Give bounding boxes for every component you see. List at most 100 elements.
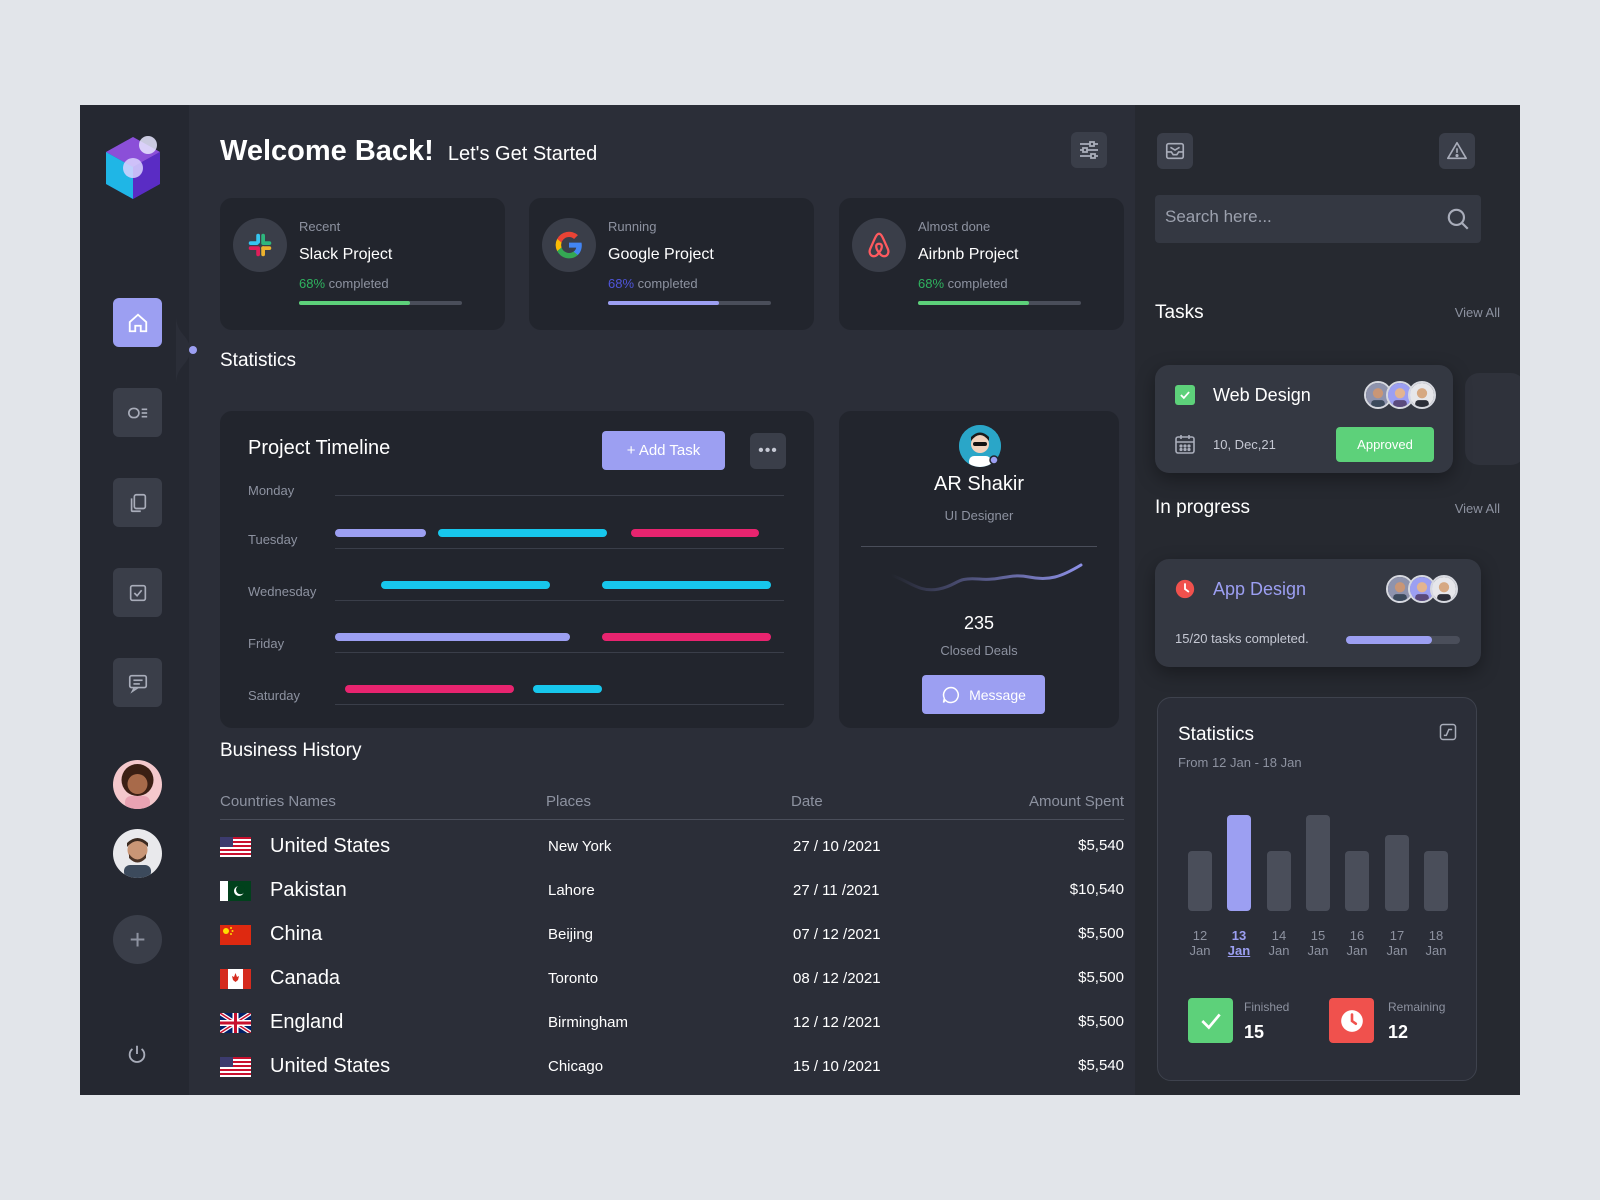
statistics-bar[interactable]: [1385, 835, 1409, 911]
project-timeline-card: Project Timeline + Add Task ••• Monday T…: [220, 411, 814, 728]
timeline-gridline: [335, 704, 784, 705]
statistics-bar-label: 18 Jan: [1416, 928, 1456, 958]
column-header-date[interactable]: Date: [791, 793, 823, 810]
nav-documents-button[interactable]: [113, 478, 162, 527]
assignee-avatar[interactable]: [1386, 381, 1414, 409]
timeline-bar[interactable]: [335, 529, 426, 537]
task-card-next[interactable]: [1465, 373, 1520, 465]
nav-tasks-button[interactable]: [113, 568, 162, 617]
in-progress-name: App Design: [1213, 579, 1307, 599]
project-card-google[interactable]: Running Google Project 68% completed: [529, 198, 814, 330]
logo-icon: [106, 136, 160, 199]
column-header-amount[interactable]: Amount Spent: [1028, 793, 1124, 810]
table-header-divider: [220, 819, 1124, 820]
project-name: Slack Project: [299, 246, 393, 263]
timeline-bar[interactable]: [381, 581, 550, 589]
inbox-button[interactable]: [1157, 133, 1193, 169]
date-value: 15 / 10 /2021: [793, 1058, 881, 1075]
progress-fill: [918, 301, 1029, 305]
country-name: United States: [270, 1055, 391, 1077]
place-name: Toronto: [548, 970, 599, 987]
statistics-bar[interactable]: [1267, 851, 1291, 911]
remaining-value: 12: [1388, 1022, 1409, 1042]
table-row[interactable]: China Beijing 07 / 12 /2021 $5,500: [220, 920, 1124, 950]
avatar-woman-icon: [113, 760, 162, 809]
table-row[interactable]: Pakistan Lahore 27 / 11 /2021 $10,540: [220, 876, 1124, 906]
message-button[interactable]: Message: [922, 675, 1045, 714]
timeline-bar[interactable]: [533, 685, 602, 693]
statistics-bar[interactable]: [1306, 815, 1330, 911]
timeline-bar[interactable]: [438, 529, 607, 537]
user-avatar-1[interactable]: [113, 760, 162, 809]
in-progress-card[interactable]: App Design 15/20 tasks completed.: [1155, 559, 1481, 667]
timeline-bar[interactable]: [335, 633, 570, 641]
search-icon[interactable]: [1445, 206, 1471, 232]
filter-button[interactable]: [1071, 132, 1107, 168]
user-avatar-2[interactable]: [113, 829, 162, 878]
tasks-view-all-link[interactable]: View All: [1454, 305, 1500, 320]
table-row[interactable]: Canada Toronto 08 / 12 /2021 $5,500: [220, 964, 1124, 994]
search-input[interactable]: [1165, 207, 1435, 227]
nav-projects-button[interactable]: [113, 388, 162, 437]
business-history-title: Business History: [220, 740, 362, 761]
table-row[interactable]: England Birmingham 12 / 12 /2021 $5,500: [220, 1008, 1124, 1038]
project-progress-bar: [608, 301, 771, 305]
timeline-bar[interactable]: [631, 529, 759, 537]
amount-value: $5,540: [1078, 1057, 1124, 1074]
approved-badge[interactable]: Approved: [1336, 427, 1434, 462]
task-checkbox[interactable]: [1175, 385, 1195, 405]
project-card-airbnb[interactable]: Almost done Airbnb Project 68% completed: [839, 198, 1124, 330]
progress-fill: [608, 301, 719, 305]
assignee-avatar[interactable]: [1408, 381, 1436, 409]
add-task-button[interactable]: + Add Task: [602, 431, 725, 470]
progress-percent: 68%: [608, 276, 635, 291]
airbnb-icon: [852, 218, 906, 272]
date-value: 08 / 12 /2021: [793, 970, 881, 987]
statistics-bar[interactable]: [1188, 851, 1212, 911]
gb-flag-icon: [220, 1013, 251, 1033]
checkmark-icon: [1200, 1013, 1221, 1030]
more-options-button[interactable]: •••: [750, 433, 786, 469]
timeline-gridline: [335, 600, 784, 601]
timeline-bar[interactable]: [602, 633, 771, 641]
active-indicator: [176, 315, 197, 385]
dashboard-app: + Welcome Back! Let's Get Started Recent: [80, 105, 1520, 1095]
power-icon[interactable]: [126, 1043, 148, 1065]
in-progress-view-all-link[interactable]: View All: [1454, 501, 1500, 516]
sparkline-chart: [889, 563, 1083, 592]
place-name: Chicago: [548, 1058, 604, 1075]
alerts-button[interactable]: [1439, 133, 1475, 169]
statistics-bar[interactable]: [1345, 851, 1369, 911]
bar-label-day: 13: [1231, 928, 1247, 943]
project-progress-text: 68% completed: [918, 276, 1008, 291]
timeline-gridline: [335, 495, 784, 496]
bar-label-month: Jan: [1227, 943, 1251, 958]
table-row[interactable]: United States Chicago 15 / 10 /2021 $5,5…: [220, 1052, 1124, 1082]
table-row[interactable]: United States New York 27 / 10 /2021 $5,…: [220, 832, 1124, 862]
timeline-gridline: [335, 652, 784, 653]
in-progress-fill: [1346, 636, 1432, 644]
timeline-bar[interactable]: [345, 685, 514, 693]
task-card[interactable]: Web Design 10, Dec,21 Approved: [1155, 365, 1453, 473]
bar-label-day: 15: [1310, 928, 1326, 943]
statistics-bar[interactable]: [1424, 851, 1448, 911]
assignee-avatar[interactable]: [1386, 575, 1414, 603]
bar-label-month: Jan: [1189, 943, 1211, 958]
nav-home-button[interactable]: [113, 298, 162, 347]
statistics-bar[interactable]: [1227, 815, 1251, 911]
add-user-button[interactable]: +: [113, 915, 162, 964]
us-flag-icon: [220, 837, 251, 857]
column-header-places[interactable]: Places: [546, 793, 592, 810]
divider: [861, 546, 1097, 547]
assignee-avatar[interactable]: [1430, 575, 1458, 603]
assignee-avatar[interactable]: [1408, 575, 1436, 603]
column-header-country[interactable]: Countries Names: [220, 793, 336, 810]
statistics-bar-label: 15 Jan: [1298, 928, 1338, 958]
nav-messages-button[interactable]: [113, 658, 162, 707]
project-card-slack[interactable]: Recent Slack Project 68% completed: [220, 198, 505, 330]
timeline-bar[interactable]: [602, 581, 771, 589]
search-bar: [1155, 195, 1481, 243]
remaining-badge: [1329, 998, 1374, 1043]
chart-icon[interactable]: [1438, 722, 1458, 742]
bar-label-month: Jan: [1307, 943, 1329, 958]
